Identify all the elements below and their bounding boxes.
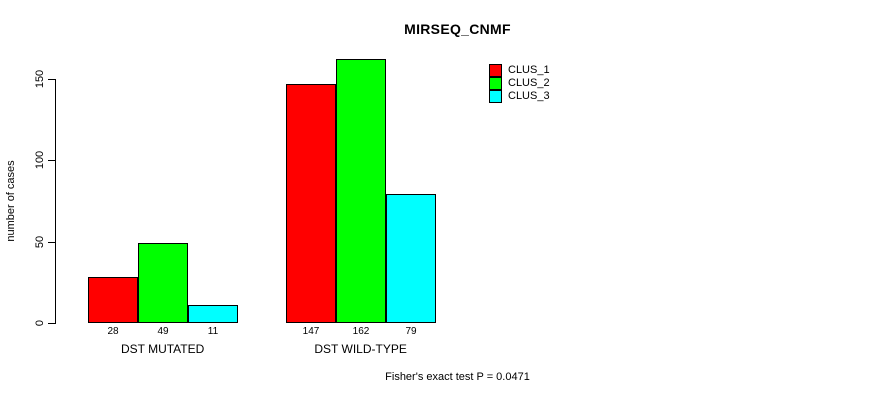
legend-swatch-icon <box>489 89 502 103</box>
legend-swatch-icon <box>489 76 502 90</box>
bar-clus_1-group1 <box>88 277 138 323</box>
x-category-label: DST WILD-TYPE <box>314 342 407 356</box>
y-axis-label: number of cases <box>5 160 17 242</box>
y-tick-mark <box>48 242 55 243</box>
bar-value-label: 49 <box>157 326 169 337</box>
y-tick-label: 0 <box>34 319 46 327</box>
y-tick-mark <box>48 323 55 324</box>
bar-clus_3-group2 <box>386 194 436 323</box>
legend-label: CLUS_1 <box>508 64 550 76</box>
chart-title: MIRSEQ_CNMF <box>404 21 511 37</box>
legend-label: CLUS_2 <box>508 77 550 89</box>
legend-item-clus_3: CLUS_3 <box>489 89 550 103</box>
bar-value-label: 147 <box>302 326 320 337</box>
y-tick-mark <box>48 160 55 161</box>
bar-value-label: 162 <box>352 326 370 337</box>
y-tick-label: 100 <box>34 150 46 170</box>
y-tick-label: 150 <box>34 69 46 89</box>
bar-clus_3-group1 <box>188 305 238 323</box>
y-tick-mark <box>48 79 55 80</box>
bar-value-label: 28 <box>107 326 119 337</box>
y-axis-line <box>55 79 56 324</box>
bar-clus_2-group2 <box>336 59 386 323</box>
legend-swatch-icon <box>489 63 502 77</box>
legend-item-clus_2: CLUS_2 <box>489 76 550 90</box>
bar-clus_2-group1 <box>138 243 188 323</box>
bar-clus_1-group2 <box>286 84 336 323</box>
bar-value-label: 79 <box>405 326 417 337</box>
legend-label: CLUS_3 <box>508 90 550 102</box>
legend-item-clus_1: CLUS_1 <box>489 63 550 77</box>
x-category-label: DST MUTATED <box>120 342 205 356</box>
bar-value-label: 11 <box>207 326 219 337</box>
y-tick-label: 50 <box>34 235 46 249</box>
footer-stat-text: Fisher's exact test P = 0.0471 <box>385 371 530 383</box>
